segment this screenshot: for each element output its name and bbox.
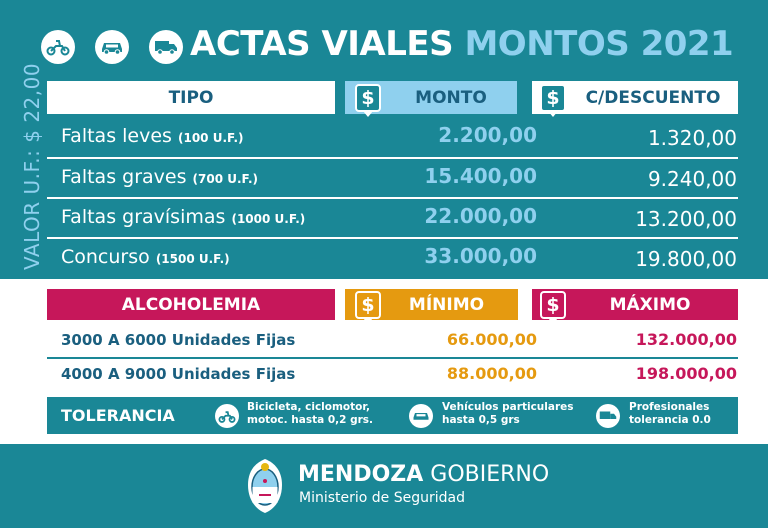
scooter-icon: [41, 30, 75, 64]
brand-bold: MENDOZA: [298, 462, 424, 487]
scooter-icon: [215, 404, 239, 428]
alcohol-max-amount: 132.000,00: [635, 330, 737, 349]
fine-amount: 2.200,00: [438, 123, 537, 147]
header-monto-label: MONTO: [415, 87, 487, 108]
fine-units: (1000 U.F.): [231, 212, 306, 226]
header-minimo-label: MÍNIMO: [408, 294, 485, 315]
tolerance-item-1-line-2: motoc. hasta 0,2 grs.: [247, 414, 374, 426]
tolerance-item-2: Vehículos particulares hasta 0,5 grs: [442, 401, 574, 427]
alcohol-min-amount: 88.000,00: [446, 364, 537, 383]
title-part-2: MONTOS 2021: [464, 24, 734, 64]
car-icon: [409, 404, 433, 428]
tolerance-item-2-line-1: Vehículos particulares: [442, 401, 574, 413]
fine-type: Faltas gravísimas (1000 U.F.): [61, 206, 305, 228]
fine-units: (1500 U.F.): [155, 252, 230, 266]
truck-icon: [149, 30, 183, 64]
fine-amount: 15.400,00: [424, 164, 537, 188]
government-brand: MENDOZA GOBIERNO: [298, 462, 549, 487]
dollar-icon: $: [540, 291, 566, 324]
fine-discount-amount: 19.800,00: [635, 247, 737, 271]
fine-discount-amount: 9.240,00: [647, 167, 737, 191]
fine-name: Faltas gravísimas: [61, 206, 226, 228]
tolerance-bar: TOLERANCIA Bicicleta, ciclomotor, motoc.…: [47, 397, 738, 434]
table-row: 3000 A 6000 Unidades Fijas 66.000,00 132…: [47, 327, 738, 357]
header-panel: ACTAS VIALES MONTOS 2021 VALOR U.F.: $ 2…: [0, 0, 768, 279]
tolerance-item-1: Bicicleta, ciclomotor, motoc. hasta 0,2 …: [247, 401, 373, 427]
tolerance-item-2-line-2: hasta 0,5 grs: [442, 414, 520, 426]
row-divider: [47, 157, 738, 159]
fine-name: Faltas graves: [61, 166, 187, 188]
coat-of-arms-icon: [248, 459, 282, 513]
table-row: Faltas gravísimas (1000 U.F.) 22.000,00 …: [47, 199, 738, 239]
truck-icon: [596, 404, 620, 428]
title-part-1: ACTAS VIALES: [190, 24, 454, 64]
fine-units: (700 U.F.): [192, 172, 259, 186]
header-alcoholemia: ALCOHOLEMIA: [47, 289, 335, 320]
table-row: Concurso (1500 U.F.) 33.000,00 19.800,00: [47, 239, 738, 279]
car-icon: [95, 30, 129, 64]
header-maximo: MÁXIMO: [532, 289, 738, 320]
fine-units: (100 U.F.): [178, 131, 244, 145]
brand-light: GOBIERNO: [430, 462, 550, 487]
alcohol-max-amount: 198.000,00: [635, 364, 737, 383]
fine-type: Faltas graves (700 U.F.): [61, 166, 258, 188]
table-row: Faltas graves (700 U.F.) 15.400,00 9.240…: [47, 159, 738, 199]
header-descuento: C/DESCUENTO: [532, 81, 738, 114]
tolerance-item-3-line-1: Profesionales: [629, 401, 710, 413]
tolerance-item-1-line-1: Bicicleta, ciclomotor,: [247, 401, 370, 413]
row-divider: [47, 237, 738, 239]
tolerance-item-3-line-2: tolerancia 0.0: [629, 414, 711, 426]
header-maximo-label: MÁXIMO: [609, 294, 691, 315]
fine-name: Faltas leves: [61, 125, 172, 147]
fine-discount-amount: 1.320,00: [647, 126, 737, 150]
ministry-name: Ministerio de Seguridad: [299, 490, 465, 506]
fine-name: Concurso: [61, 246, 150, 268]
tolerance-label: TOLERANCIA: [61, 406, 175, 425]
dollar-icon: $: [540, 84, 566, 117]
tolerance-item-3: Profesionales tolerancia 0.0: [629, 401, 711, 427]
alcohol-min-amount: 66.000,00: [446, 330, 537, 349]
row-divider: [47, 197, 738, 199]
page-title: ACTAS VIALES MONTOS 2021: [190, 24, 734, 64]
footer: MENDOZA GOBIERNO Ministerio de Seguridad: [0, 444, 768, 528]
fine-amount: 33.000,00: [424, 244, 537, 268]
header-tipo: TIPO: [47, 81, 335, 114]
dollar-icon: $: [355, 84, 381, 117]
fine-amount: 22.000,00: [424, 204, 537, 228]
row-divider: [47, 357, 738, 359]
alcohol-range: 3000 A 6000 Unidades Fijas: [61, 331, 296, 349]
table-row: 4000 A 9000 Unidades Fijas 88.000,00 198…: [47, 361, 738, 391]
uf-value-label: VALOR U.F.: $ 22,00: [20, 62, 44, 270]
alcohol-range: 4000 A 9000 Unidades Fijas: [61, 365, 296, 383]
table-row: Faltas leves (100 U.F.) 2.200,00 1.320,0…: [47, 118, 738, 158]
dollar-icon: $: [355, 291, 381, 324]
fine-type: Concurso (1500 U.F.): [61, 246, 230, 268]
fine-discount-amount: 13.200,00: [635, 207, 737, 231]
header-descuento-label: C/DESCUENTO: [585, 87, 721, 108]
fine-type: Faltas leves (100 U.F.): [61, 125, 244, 147]
